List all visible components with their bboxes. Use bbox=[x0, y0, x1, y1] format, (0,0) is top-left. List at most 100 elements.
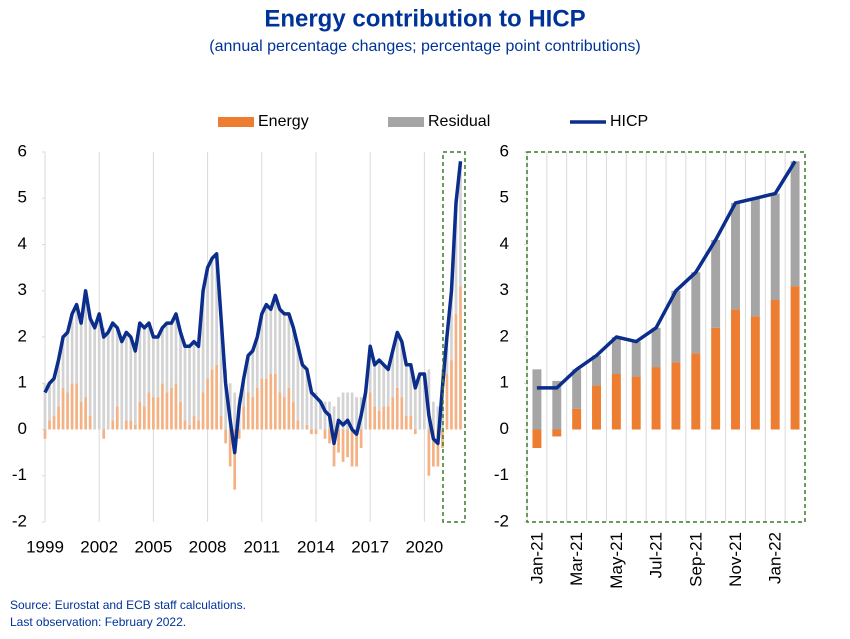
bar bbox=[183, 346, 187, 421]
bar bbox=[210, 258, 214, 370]
y-tick-label: 5 bbox=[500, 188, 509, 207]
bar bbox=[264, 378, 268, 430]
bar bbox=[332, 429, 336, 467]
bar bbox=[269, 309, 273, 374]
bar bbox=[346, 392, 349, 430]
bar bbox=[48, 383, 51, 421]
bar bbox=[346, 429, 349, 458]
y-tick-label: -1 bbox=[12, 465, 27, 484]
bar bbox=[319, 401, 322, 430]
y-tick-label: 1 bbox=[500, 373, 509, 392]
bar bbox=[427, 429, 431, 476]
x-tick-label: 2008 bbox=[189, 537, 227, 556]
x-tick-label: 2002 bbox=[80, 537, 118, 556]
bar bbox=[283, 397, 286, 430]
bar bbox=[179, 401, 182, 430]
bar bbox=[57, 406, 60, 430]
bar bbox=[206, 267, 209, 379]
bar bbox=[197, 420, 200, 430]
bar bbox=[292, 327, 295, 402]
bar bbox=[651, 327, 661, 368]
bar bbox=[156, 397, 160, 430]
bar bbox=[120, 341, 124, 430]
bar bbox=[260, 313, 264, 379]
x-tick-label: 2020 bbox=[405, 537, 443, 556]
bar bbox=[246, 392, 250, 430]
bar bbox=[79, 323, 83, 402]
bar bbox=[264, 304, 268, 379]
bar bbox=[115, 406, 119, 430]
source-note: Source: Eurostat and ECB staff calculati… bbox=[10, 598, 246, 612]
y-tick-label: 6 bbox=[18, 141, 27, 160]
bar bbox=[233, 392, 237, 430]
bar bbox=[88, 415, 92, 430]
bar bbox=[459, 286, 462, 430]
bar bbox=[409, 415, 413, 430]
bar bbox=[111, 420, 115, 430]
bar bbox=[355, 397, 358, 430]
bar bbox=[341, 392, 345, 430]
bar bbox=[436, 429, 440, 467]
bar bbox=[201, 392, 205, 430]
bar bbox=[770, 193, 780, 300]
bar bbox=[323, 429, 327, 439]
bar bbox=[314, 392, 318, 430]
bar bbox=[432, 401, 435, 430]
x-tick-label: Jan-21 bbox=[527, 532, 546, 584]
bar bbox=[368, 392, 372, 430]
bar bbox=[287, 387, 291, 430]
bar bbox=[337, 397, 340, 430]
bar bbox=[404, 364, 408, 416]
highlight-box bbox=[526, 151, 806, 523]
bar bbox=[124, 332, 128, 421]
bar bbox=[133, 424, 137, 430]
bar bbox=[255, 387, 259, 430]
bar bbox=[197, 346, 200, 421]
bar bbox=[459, 161, 462, 287]
bar bbox=[242, 378, 246, 407]
x-tick-label: May-21 bbox=[607, 532, 626, 589]
bar bbox=[731, 309, 740, 430]
y-tick-label: 1 bbox=[18, 373, 27, 392]
bar bbox=[292, 401, 295, 430]
y-tick-label: 4 bbox=[500, 234, 509, 253]
bar bbox=[174, 383, 178, 430]
bar bbox=[219, 318, 223, 416]
bar bbox=[445, 374, 449, 430]
bar bbox=[377, 360, 381, 411]
bar bbox=[84, 397, 87, 430]
y-tick-label: -2 bbox=[12, 511, 27, 530]
bar bbox=[174, 313, 178, 384]
bar bbox=[70, 313, 74, 384]
bar bbox=[413, 429, 417, 435]
x-tick-label: 2005 bbox=[134, 537, 172, 556]
bar bbox=[454, 202, 458, 314]
bar bbox=[52, 415, 56, 430]
bar bbox=[48, 420, 51, 430]
bar bbox=[450, 360, 453, 430]
bar bbox=[296, 346, 300, 421]
x-tick-label: 2011 bbox=[243, 537, 280, 556]
bar bbox=[386, 369, 390, 407]
bar bbox=[296, 420, 300, 430]
bar bbox=[436, 406, 440, 430]
bar bbox=[75, 383, 78, 430]
highlight-box bbox=[442, 151, 466, 523]
bar bbox=[111, 323, 115, 421]
bar bbox=[192, 415, 196, 430]
bar bbox=[161, 327, 164, 384]
y-tick-label: 4 bbox=[18, 234, 27, 253]
bar bbox=[224, 369, 227, 430]
bar bbox=[66, 332, 69, 393]
bar bbox=[124, 420, 128, 430]
bar bbox=[377, 411, 381, 430]
bar bbox=[179, 332, 182, 402]
bar bbox=[691, 353, 701, 430]
chart-title: Energy contribution to HICP bbox=[264, 5, 585, 32]
y-tick-label: 6 bbox=[500, 141, 509, 160]
x-tick-label: Mar-21 bbox=[567, 532, 586, 586]
bar bbox=[219, 415, 223, 430]
bar bbox=[75, 304, 78, 384]
legend-label: Residual bbox=[428, 113, 490, 130]
bar bbox=[671, 290, 681, 363]
